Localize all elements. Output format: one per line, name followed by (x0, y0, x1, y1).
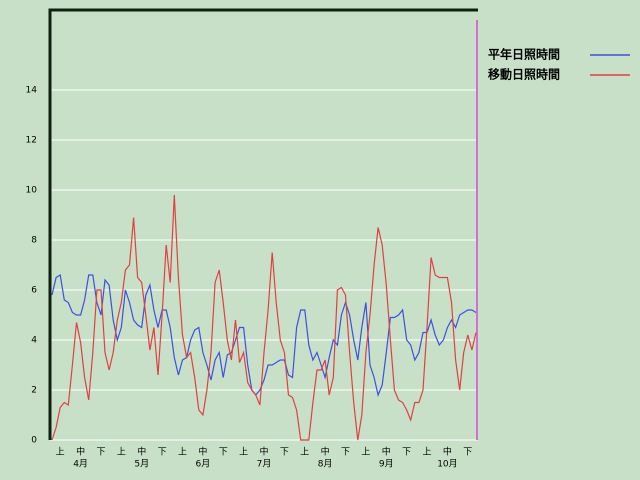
y-tick-label: 8 (31, 236, 37, 246)
month-label: 5月 (134, 459, 149, 470)
legend-label: 移動日照時間 (488, 67, 560, 82)
x-tick-label: 中 (382, 446, 391, 458)
x-tick-label: 上 (178, 447, 187, 458)
x-tick-label: 上 (117, 447, 126, 458)
x-tick-label: 下 (158, 448, 167, 458)
month-label: 7月 (257, 459, 272, 470)
y-tick-label: 2 (31, 386, 37, 396)
x-tick-label: 下 (219, 448, 228, 458)
y-tick-label: 0 (31, 436, 37, 446)
month-label: 6月 (195, 459, 210, 470)
x-tick-label: 下 (402, 448, 411, 458)
x-tick-label: 中 (443, 446, 452, 458)
x-tick-label: 中 (321, 446, 330, 458)
x-tick-label: 中 (198, 446, 207, 458)
x-tick-label: 中 (76, 446, 85, 458)
x-tick-label: 中 (137, 446, 146, 458)
x-tick-label: 下 (463, 448, 472, 458)
month-label: 8月 (318, 459, 333, 470)
x-tick-label: 上 (300, 447, 309, 458)
month-label: 4月 (73, 459, 88, 470)
x-tick-label: 上 (423, 447, 432, 458)
x-tick-label: 上 (56, 447, 65, 458)
y-tick-label: 10 (26, 186, 38, 196)
plot-frame (48, 8, 478, 440)
y-tick-label: 14 (26, 86, 38, 96)
y-tick-label: 6 (31, 286, 37, 296)
series-line (51, 274, 477, 397)
x-tick-label: 上 (239, 447, 248, 458)
x-tick-label: 中 (259, 446, 268, 458)
x-tick-label: 下 (341, 448, 350, 458)
legend-label: 平年日照時間 (488, 47, 560, 62)
month-label: 10月 (437, 459, 457, 470)
x-tick-label: 下 (280, 448, 289, 458)
y-tick-label: 12 (26, 136, 37, 146)
month-label: 9月 (379, 459, 394, 470)
series-line (51, 194, 477, 441)
x-tick-label: 下 (96, 448, 105, 458)
y-tick-label: 4 (31, 336, 37, 346)
x-tick-label: 上 (361, 447, 370, 458)
